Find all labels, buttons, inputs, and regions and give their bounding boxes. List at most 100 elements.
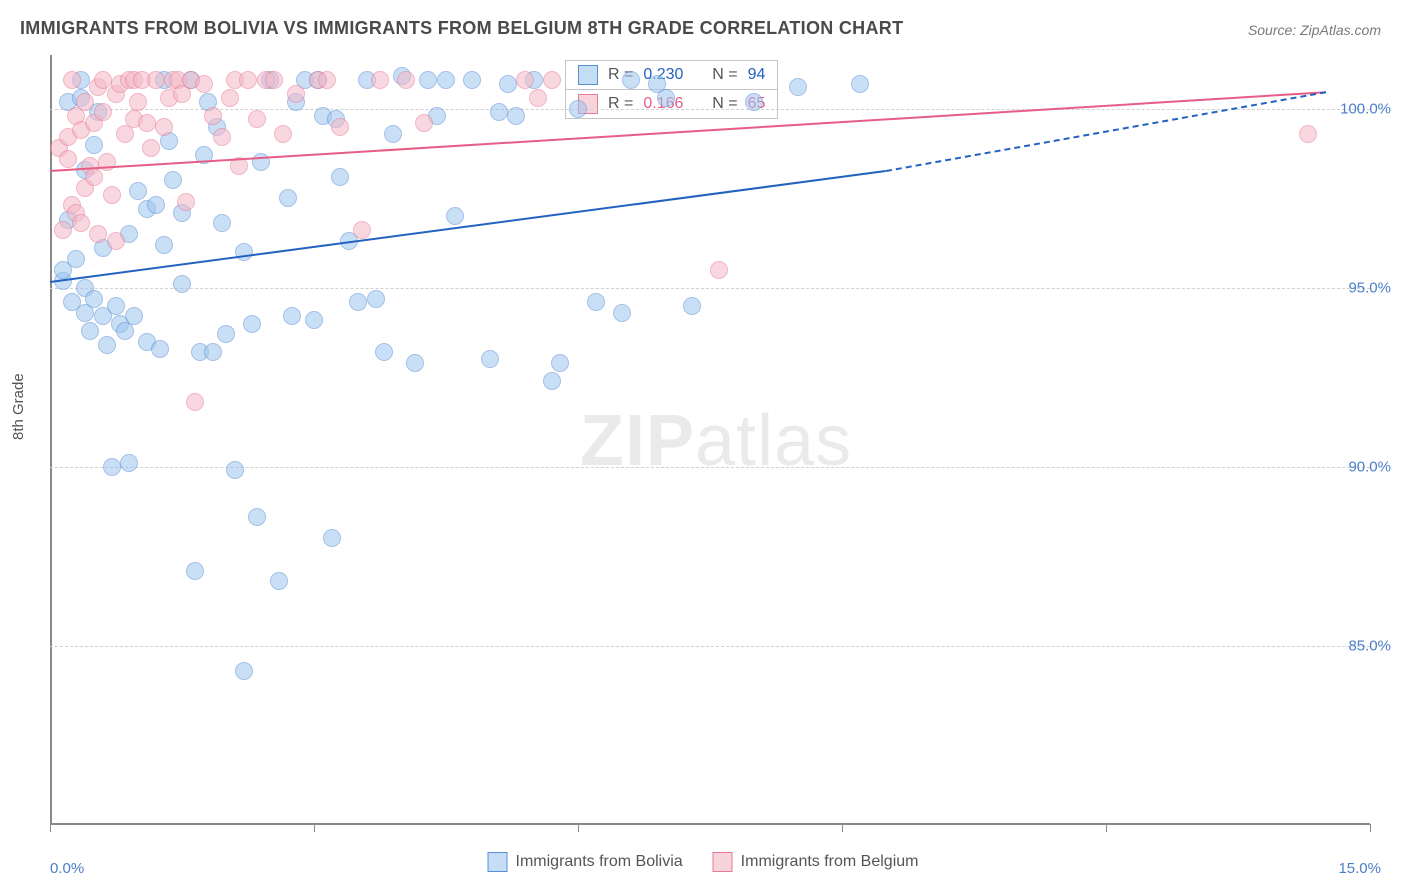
y-tick-label: 100.0% xyxy=(1340,100,1391,117)
swatch-bolivia xyxy=(578,65,598,85)
scatter-point xyxy=(270,572,288,590)
legend: Immigrants from Bolivia Immigrants from … xyxy=(488,852,919,872)
scatter-point xyxy=(543,71,561,89)
scatter-point xyxy=(283,307,301,325)
scatter-point xyxy=(120,454,138,472)
scatter-point xyxy=(186,393,204,411)
x-axis-max-label: 15.0% xyxy=(1338,860,1381,877)
n-value-bolivia: 94 xyxy=(748,66,766,84)
chart-container: IMMIGRANTS FROM BOLIVIA VS IMMIGRANTS FR… xyxy=(0,0,1406,892)
legend-label-bolivia: Immigrants from Bolivia xyxy=(516,853,683,871)
scatter-point xyxy=(186,562,204,580)
scatter-point xyxy=(789,78,807,96)
scatter-point xyxy=(446,207,464,225)
scatter-point xyxy=(406,354,424,372)
x-tick-mark xyxy=(1106,824,1107,832)
scatter-point xyxy=(94,103,112,121)
scatter-point xyxy=(54,221,72,239)
scatter-point xyxy=(235,243,253,261)
scatter-point xyxy=(331,118,349,136)
scatter-point xyxy=(67,250,85,268)
y-tick-label: 90.0% xyxy=(1348,458,1391,475)
scatter-point xyxy=(138,114,156,132)
scatter-point xyxy=(107,297,125,315)
scatter-point xyxy=(173,275,191,293)
scatter-point xyxy=(305,311,323,329)
legend-swatch-bolivia xyxy=(488,852,508,872)
scatter-point xyxy=(851,75,869,93)
scatter-point xyxy=(226,461,244,479)
scatter-point xyxy=(103,186,121,204)
y-tick-label: 95.0% xyxy=(1348,279,1391,296)
scatter-point xyxy=(367,290,385,308)
gridline xyxy=(50,467,1370,468)
scatter-point xyxy=(287,85,305,103)
scatter-point xyxy=(125,307,143,325)
scatter-point xyxy=(76,93,94,111)
scatter-point xyxy=(415,114,433,132)
legend-item-belgium: Immigrants from Belgium xyxy=(713,852,919,872)
scatter-point xyxy=(323,529,341,547)
x-tick-mark xyxy=(578,824,579,832)
scatter-point xyxy=(59,150,77,168)
scatter-point xyxy=(481,350,499,368)
legend-item-bolivia: Immigrants from Bolivia xyxy=(488,852,683,872)
n-label: N = xyxy=(712,95,737,113)
scatter-point xyxy=(745,93,763,111)
source-attribution: Source: ZipAtlas.com xyxy=(1248,22,1381,38)
n-label: N = xyxy=(712,66,737,84)
scatter-point xyxy=(98,336,116,354)
scatter-point xyxy=(103,458,121,476)
scatter-point xyxy=(279,189,297,207)
scatter-point xyxy=(164,171,182,189)
scatter-point xyxy=(89,225,107,243)
scatter-point xyxy=(490,103,508,121)
legend-swatch-belgium xyxy=(713,852,733,872)
y-axis-label: 8th Grade xyxy=(10,373,27,440)
scatter-point xyxy=(587,293,605,311)
scatter-point xyxy=(155,236,173,254)
scatter-point xyxy=(499,75,517,93)
scatter-point xyxy=(353,221,371,239)
scatter-point xyxy=(683,297,701,315)
gridline xyxy=(50,109,1370,110)
scatter-point xyxy=(274,125,292,143)
scatter-point xyxy=(569,100,587,118)
x-tick-mark xyxy=(314,824,315,832)
scatter-point xyxy=(147,71,165,89)
scatter-point xyxy=(529,89,547,107)
scatter-point xyxy=(375,343,393,361)
x-tick-mark xyxy=(50,824,51,832)
scatter-point xyxy=(195,75,213,93)
scatter-point xyxy=(85,136,103,154)
scatter-point xyxy=(710,261,728,279)
scatter-point xyxy=(507,107,525,125)
scatter-point xyxy=(384,125,402,143)
scatter-point xyxy=(72,214,90,232)
scatter-point xyxy=(622,71,640,89)
scatter-point xyxy=(129,182,147,200)
scatter-point xyxy=(204,343,222,361)
scatter-point xyxy=(217,325,235,343)
y-tick-label: 85.0% xyxy=(1348,637,1391,654)
scatter-point xyxy=(349,293,367,311)
scatter-point xyxy=(239,71,257,89)
scatter-point xyxy=(463,71,481,89)
x-tick-mark xyxy=(1370,824,1371,832)
gridline xyxy=(50,646,1370,647)
scatter-point xyxy=(221,89,239,107)
scatter-point xyxy=(543,372,561,390)
x-axis-min-label: 0.0% xyxy=(50,860,84,877)
x-tick-mark xyxy=(842,824,843,832)
scatter-point xyxy=(94,71,112,89)
legend-label-belgium: Immigrants from Belgium xyxy=(741,853,919,871)
scatter-point xyxy=(371,71,389,89)
scatter-point xyxy=(129,93,147,111)
scatter-point xyxy=(147,196,165,214)
scatter-point xyxy=(516,71,534,89)
r-label: R = xyxy=(608,95,633,113)
stats-row-bolivia: R = 0.230 N = 94 xyxy=(566,61,777,90)
correlation-stats-box: R = 0.230 N = 94 R = 0.166 N = 65 xyxy=(565,60,778,119)
scatter-point xyxy=(204,107,222,125)
scatter-point xyxy=(397,71,415,89)
